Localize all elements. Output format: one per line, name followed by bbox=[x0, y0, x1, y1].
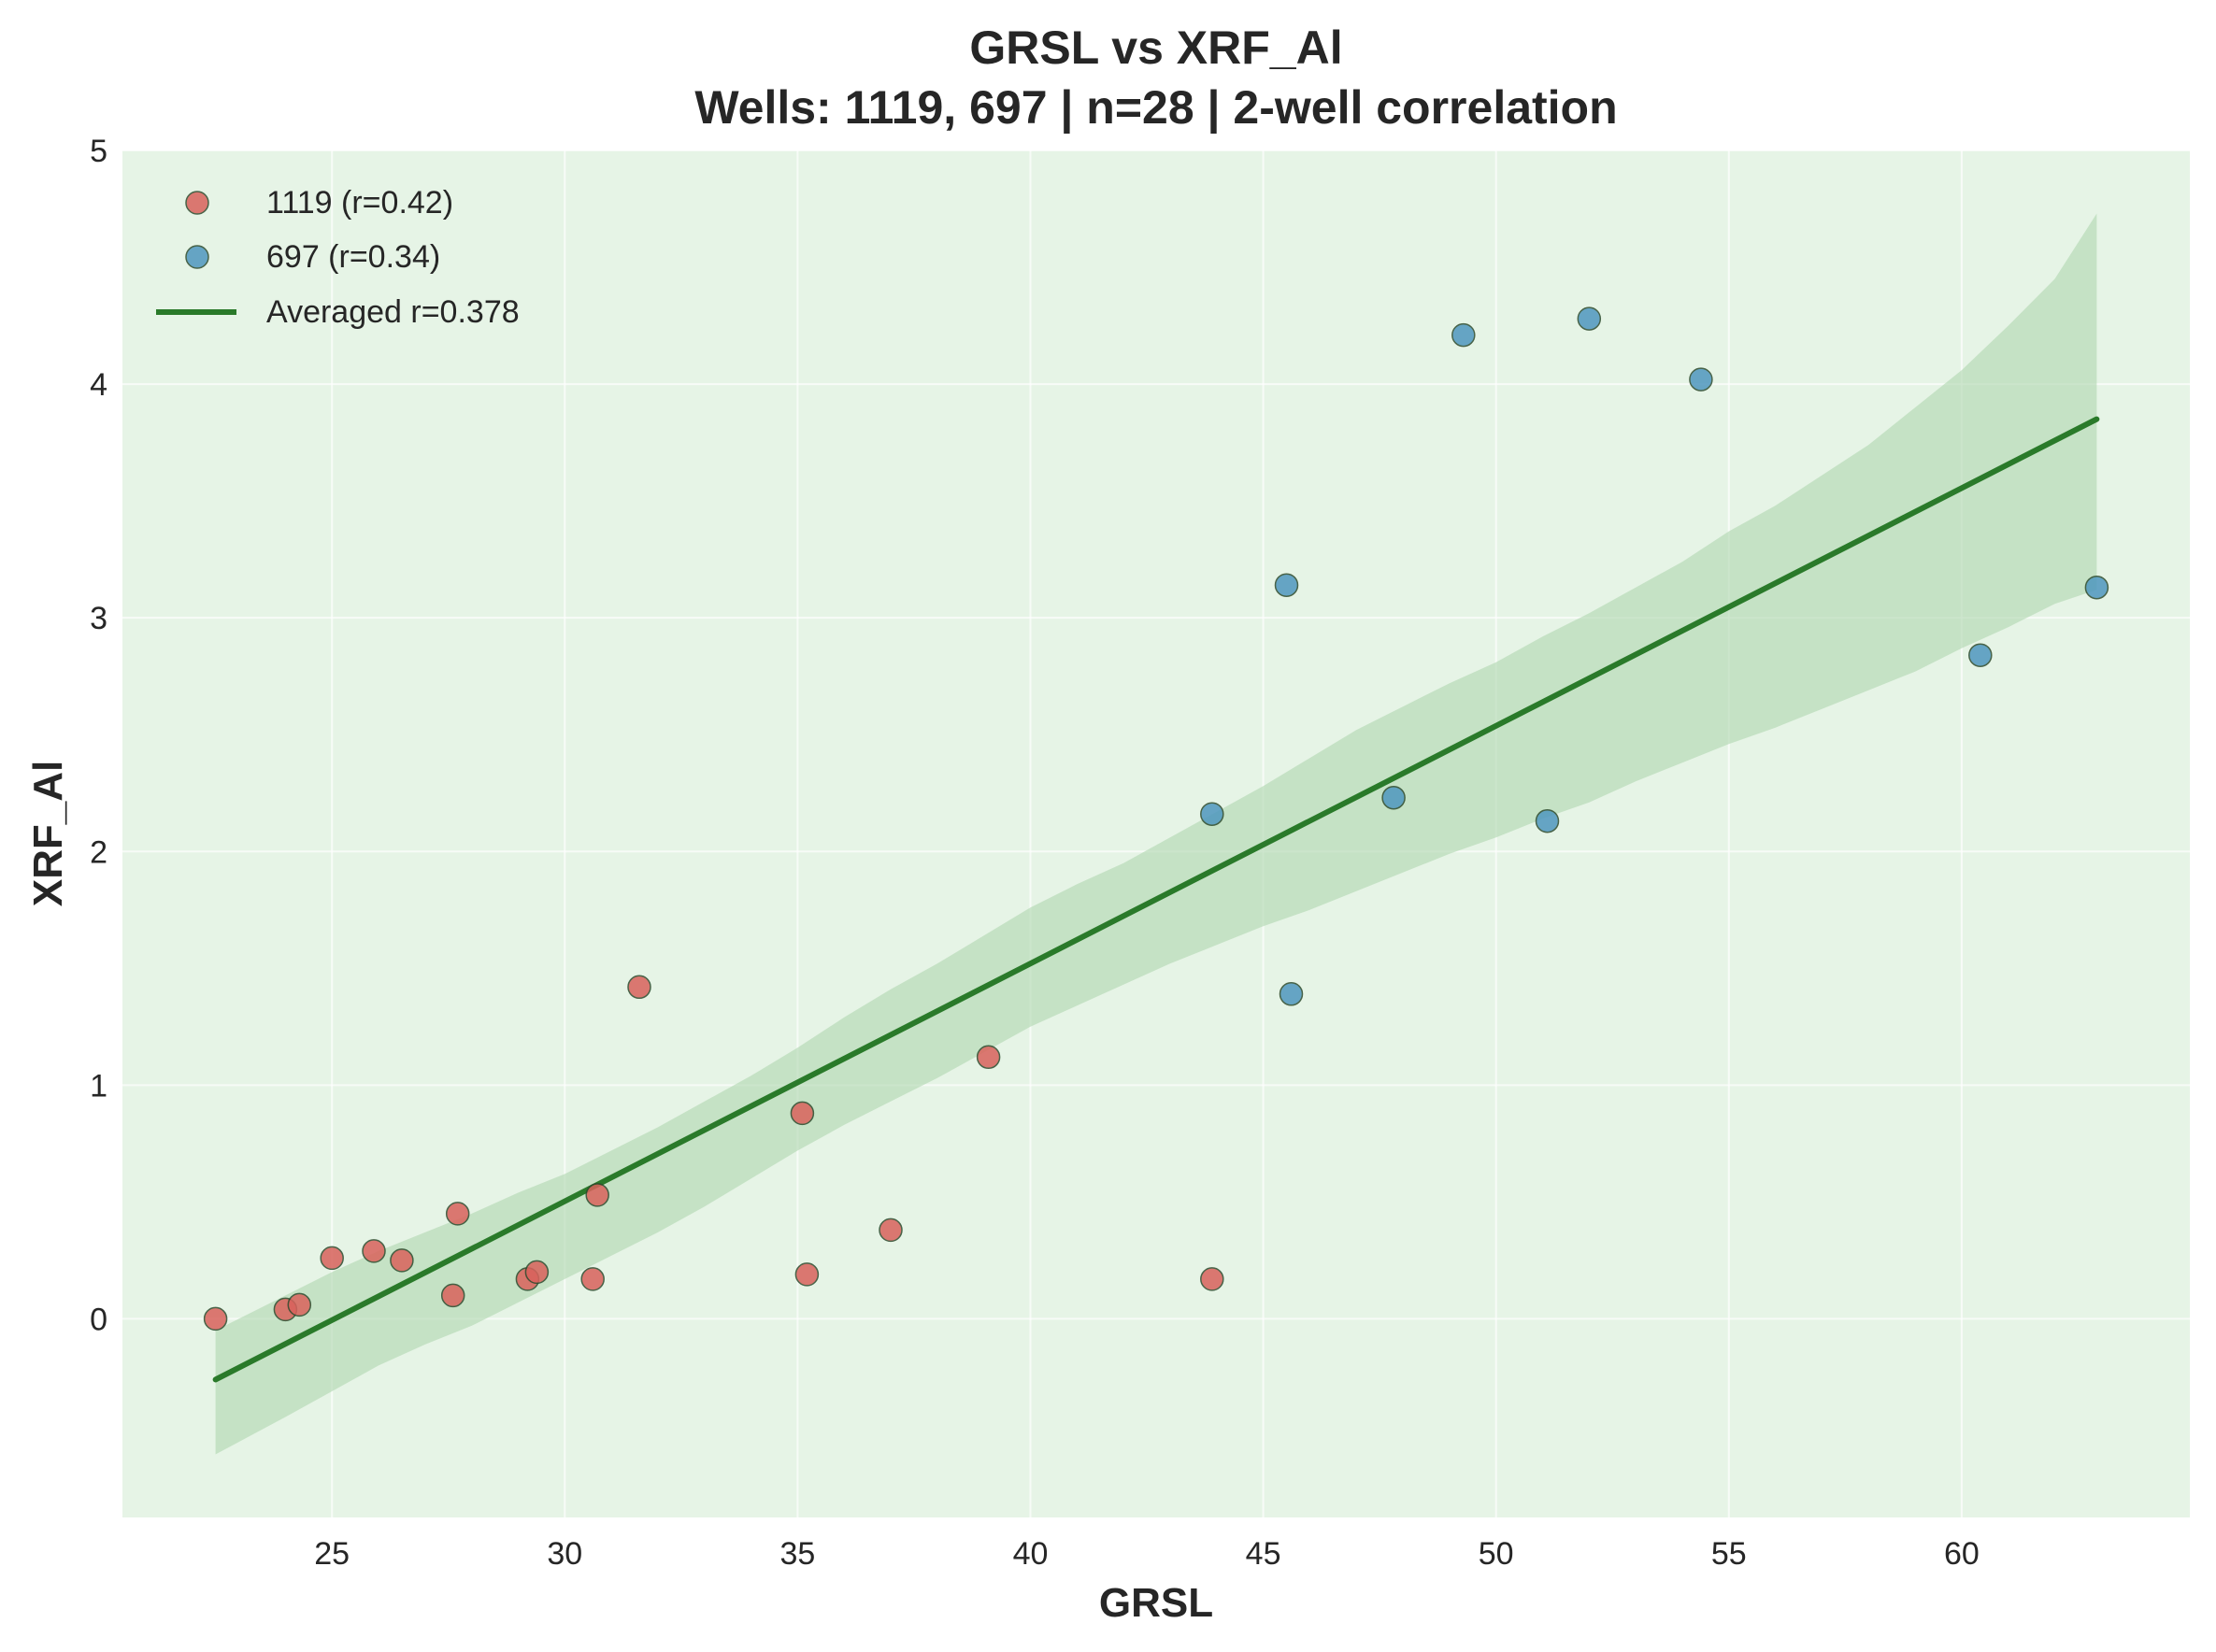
x-tick-label: 35 bbox=[779, 1536, 815, 1572]
legend-marker-1119 bbox=[185, 191, 209, 215]
data-point bbox=[790, 1101, 815, 1126]
data-point bbox=[1535, 808, 1560, 833]
y-tick-labels: 0 1 2 3 4 5 bbox=[90, 134, 107, 1337]
series-1119 bbox=[203, 975, 1224, 1332]
data-point bbox=[524, 1260, 550, 1285]
y-tick-label: 4 bbox=[90, 367, 107, 403]
data-point bbox=[362, 1239, 386, 1263]
x-tick-label: 40 bbox=[1013, 1536, 1049, 1572]
data-point bbox=[585, 1183, 609, 1207]
data-point bbox=[440, 1283, 465, 1308]
x-tick-label: 45 bbox=[1246, 1536, 1281, 1572]
x-tick-label: 30 bbox=[547, 1536, 582, 1572]
series-697 bbox=[1200, 306, 2109, 1006]
data-point bbox=[1274, 573, 1299, 597]
data-point bbox=[445, 1202, 470, 1226]
data-point bbox=[287, 1292, 312, 1317]
data-point bbox=[1689, 367, 1713, 392]
y-tick-label: 3 bbox=[90, 601, 107, 636]
legend-label-1119: 1119 (r=0.42) bbox=[266, 185, 453, 221]
data-point bbox=[1451, 322, 1476, 348]
y-tick-label: 5 bbox=[90, 134, 107, 169]
data-point bbox=[390, 1248, 414, 1273]
data-point bbox=[1577, 306, 1602, 331]
y-tick-label: 1 bbox=[90, 1068, 107, 1104]
legend: 1119 (r=0.42) 697 (r=0.34) Averaged r=0.… bbox=[156, 185, 520, 330]
points-layer bbox=[203, 306, 2109, 1332]
x-tick-label: 55 bbox=[1711, 1536, 1747, 1572]
data-point bbox=[203, 1306, 228, 1332]
y-tick-label: 2 bbox=[90, 834, 107, 870]
data-point bbox=[2084, 575, 2109, 600]
x-tick-labels: 25 30 35 40 45 50 55 60 bbox=[314, 1536, 1980, 1572]
fit-line bbox=[212, 416, 2100, 1383]
x-axis-label: GRSL bbox=[1099, 1580, 1213, 1626]
data-point bbox=[627, 975, 651, 1000]
data-point bbox=[1968, 643, 1993, 667]
data-point bbox=[976, 1045, 1001, 1070]
data-point bbox=[1381, 785, 1406, 810]
data-point bbox=[320, 1246, 344, 1271]
confidence-band-layer bbox=[215, 213, 2097, 1455]
confidence-band bbox=[215, 213, 2097, 1455]
data-point bbox=[580, 1267, 605, 1291]
x-tick-label: 50 bbox=[1479, 1536, 1514, 1572]
x-tick-label: 25 bbox=[314, 1536, 350, 1572]
fit-line-layer bbox=[212, 416, 2100, 1383]
x-tick-label: 60 bbox=[1944, 1536, 1980, 1572]
data-point bbox=[879, 1218, 903, 1243]
data-point bbox=[1200, 802, 1224, 826]
data-point bbox=[794, 1262, 820, 1287]
chart-subtitle: Wells: 1119, 697 | n=28 | 2-well correla… bbox=[694, 81, 1617, 135]
legend-label-697: 697 (r=0.34) bbox=[266, 239, 440, 275]
data-point bbox=[1200, 1267, 1224, 1291]
chart-title: GRSL vs XRF_Al bbox=[969, 21, 1342, 74]
y-axis-label: XRF_Al bbox=[25, 761, 71, 906]
legend-label-fit-line: Averaged r=0.378 bbox=[266, 294, 520, 330]
data-point bbox=[1279, 982, 1304, 1006]
legend-marker-697 bbox=[185, 245, 209, 269]
y-tick-label: 0 bbox=[90, 1302, 107, 1337]
